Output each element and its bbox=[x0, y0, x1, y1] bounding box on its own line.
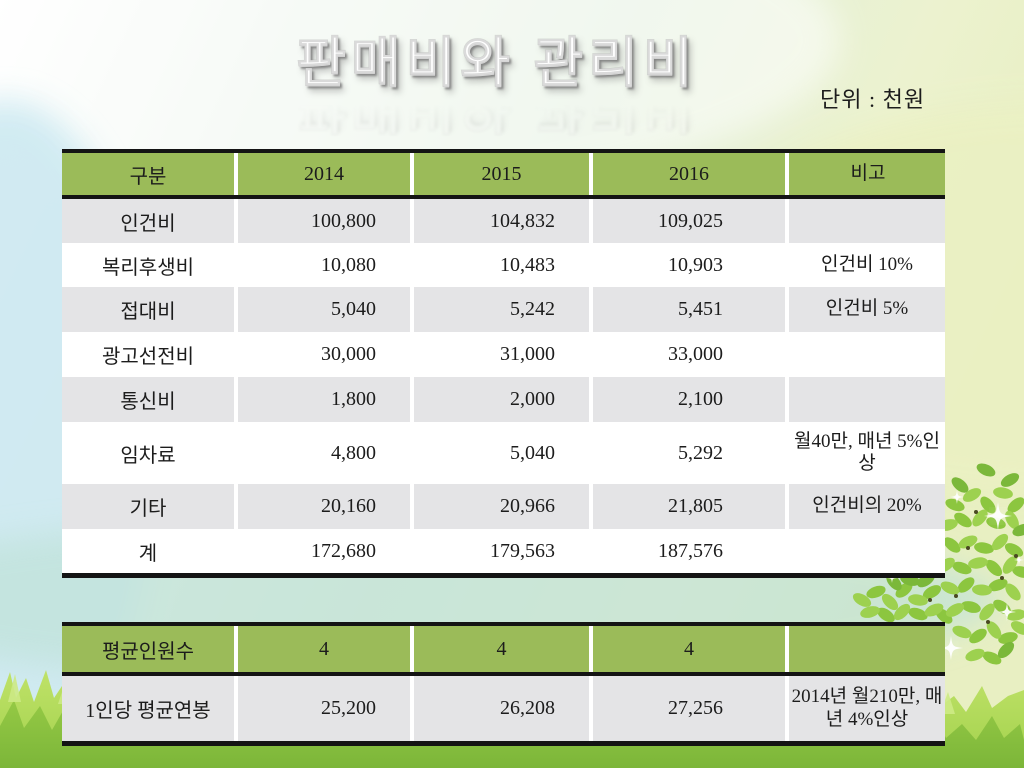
header-cell-2015: 2015 bbox=[414, 153, 589, 195]
note-cell bbox=[789, 199, 945, 243]
header-separator bbox=[62, 672, 945, 676]
value-2014-cell: 100,800 bbox=[238, 199, 410, 243]
value-2016-cell: 33,000 bbox=[593, 332, 785, 377]
value-2014-cell: 30,000 bbox=[238, 332, 410, 377]
note-cell bbox=[789, 529, 945, 573]
header-separator bbox=[62, 195, 945, 199]
value-2015-cell: 104,832 bbox=[414, 199, 589, 243]
row-label-cell: 통신비 bbox=[62, 377, 234, 422]
expense-table: 구분 2014 2015 2016 비고 인건비 100,800 104,832… bbox=[62, 149, 945, 578]
note-cell bbox=[789, 377, 945, 422]
table-row: 통신비 1,800 2,000 2,100 bbox=[62, 377, 945, 422]
note-cell bbox=[789, 332, 945, 377]
headcount-2016-cell: 4 bbox=[593, 626, 785, 672]
row-label-cell: 복리후생비 bbox=[62, 243, 234, 287]
value-2016-cell: 109,025 bbox=[593, 199, 785, 243]
value-2015-cell: 20,966 bbox=[414, 484, 589, 529]
table-row: 접대비 5,040 5,242 5,451 인건비 5% bbox=[62, 287, 945, 332]
value-2015-cell: 2,000 bbox=[414, 377, 589, 422]
value-2015-cell: 26,208 bbox=[414, 676, 589, 741]
value-2015-cell: 31,000 bbox=[414, 332, 589, 377]
header-cell-category: 구분 bbox=[62, 153, 234, 195]
table-top-border bbox=[62, 149, 945, 153]
header-cell-2016: 2016 bbox=[593, 153, 785, 195]
table-bottom-border bbox=[62, 741, 945, 746]
value-2014-cell: 4,800 bbox=[238, 422, 410, 484]
salary-table-header-row: 평균인원수 4 4 4 bbox=[62, 626, 945, 672]
header-cell-2014: 2014 bbox=[238, 153, 410, 195]
unit-label: 단위 : 천원 bbox=[820, 87, 926, 112]
row-label-cell: 기타 bbox=[62, 484, 234, 529]
note-cell: 월40만, 매년 5%인상 bbox=[789, 422, 945, 484]
value-2015-cell: 5,242 bbox=[414, 287, 589, 332]
value-2015-cell: 10,483 bbox=[414, 243, 589, 287]
value-2014-cell: 5,040 bbox=[238, 287, 410, 332]
sparkle-icon bbox=[887, 490, 1024, 660]
value-2016-cell: 5,292 bbox=[593, 422, 785, 484]
value-2014-cell: 20,160 bbox=[238, 484, 410, 529]
value-2014-cell: 1,800 bbox=[238, 377, 410, 422]
note-cell: 인건비의 20% bbox=[789, 484, 945, 529]
salary-table: 평균인원수 4 4 4 1인당 평균연봉 25,200 26,208 27,25… bbox=[62, 622, 945, 746]
value-2014-cell: 10,080 bbox=[238, 243, 410, 287]
table-row: 복리후생비 10,080 10,483 10,903 인건비 10% bbox=[62, 243, 945, 287]
value-2016-cell: 10,903 bbox=[593, 243, 785, 287]
header-cell-note bbox=[789, 626, 945, 672]
table-row: 광고선전비 30,000 31,000 33,000 bbox=[62, 332, 945, 377]
note-cell: 인건비 10% bbox=[789, 243, 945, 287]
table-row: 임차료 4,800 5,040 5,292 월40만, 매년 5%인상 bbox=[62, 422, 945, 484]
value-2015-cell: 5,040 bbox=[414, 422, 589, 484]
value-2016-cell: 5,451 bbox=[593, 287, 785, 332]
table-top-border bbox=[62, 622, 945, 626]
value-2016-cell: 21,805 bbox=[593, 484, 785, 529]
value-2016-cell: 187,576 bbox=[593, 529, 785, 573]
expense-table-header-row: 구분 2014 2015 2016 비고 bbox=[62, 153, 945, 195]
table-row: 1인당 평균연봉 25,200 26,208 27,256 2014년 월210… bbox=[62, 676, 945, 741]
row-label-cell: 광고선전비 bbox=[62, 332, 234, 377]
note-cell: 인건비 5% bbox=[789, 287, 945, 332]
value-2014-cell: 25,200 bbox=[238, 676, 410, 741]
header-cell-note: 비고 bbox=[789, 153, 945, 195]
row-label-cell: 계 bbox=[62, 529, 234, 573]
tree-foliage bbox=[850, 460, 1024, 668]
header-cell-headcount: 평균인원수 bbox=[62, 626, 234, 672]
headcount-2015-cell: 4 bbox=[414, 626, 589, 672]
row-label-cell: 인건비 bbox=[62, 199, 234, 243]
note-cell: 2014년 월210만, 매년 4%인상 bbox=[789, 676, 945, 741]
headcount-2014-cell: 4 bbox=[238, 626, 410, 672]
table-row: 계 172,680 179,563 187,576 bbox=[62, 529, 945, 573]
value-2016-cell: 27,256 bbox=[593, 676, 785, 741]
value-2014-cell: 172,680 bbox=[238, 529, 410, 573]
row-label-cell: 1인당 평균연봉 bbox=[62, 676, 234, 741]
row-label-cell: 접대비 bbox=[62, 287, 234, 332]
table-row: 인건비 100,800 104,832 109,025 bbox=[62, 199, 945, 243]
table-row: 기타 20,160 20,966 21,805 인건비의 20% bbox=[62, 484, 945, 529]
value-2015-cell: 179,563 bbox=[414, 529, 589, 573]
row-label-cell: 임차료 bbox=[62, 422, 234, 484]
value-2016-cell: 2,100 bbox=[593, 377, 785, 422]
leaf-specks bbox=[928, 510, 1018, 624]
table-bottom-border bbox=[62, 573, 945, 578]
